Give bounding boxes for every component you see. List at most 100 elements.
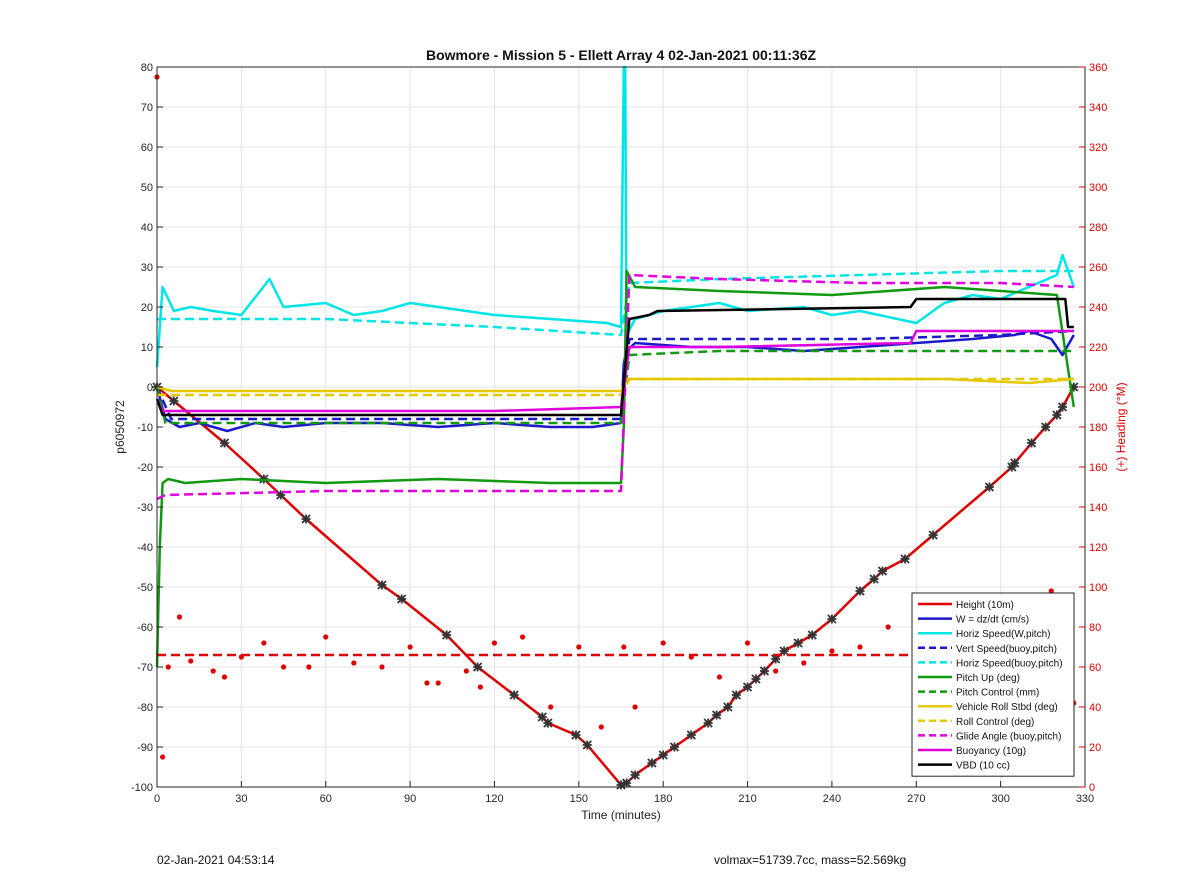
height-marker <box>1069 382 1079 392</box>
y-tick-label: -20 <box>137 462 153 474</box>
heading-point <box>424 680 430 686</box>
y-tick-label: -90 <box>137 742 153 754</box>
x-tick-label: 180 <box>654 793 672 805</box>
y-tick-label: -10 <box>137 422 153 434</box>
x-tick-label: 210 <box>738 793 756 805</box>
heading-point <box>857 644 863 650</box>
height-marker <box>1010 458 1020 468</box>
y2-tick-label: 280 <box>1089 222 1107 234</box>
height-marker <box>877 566 888 576</box>
y2-tick-label: 120 <box>1089 542 1107 554</box>
heading-point <box>576 644 582 650</box>
height-marker <box>169 396 179 406</box>
height-marker <box>543 718 553 728</box>
height-marker <box>509 690 519 700</box>
heading-point <box>160 754 166 760</box>
legend-label: Buoyancy (10g) <box>956 746 1026 757</box>
height-marker <box>630 770 640 780</box>
legend-label: Vehicle Roll Stbd (deg) <box>956 702 1058 713</box>
y-tick-label: -50 <box>137 582 153 594</box>
height-marker <box>807 630 817 640</box>
height-marker <box>616 780 626 790</box>
height-marker <box>1026 438 1037 448</box>
heading-point <box>621 644 627 650</box>
chart-title: Bowmore - Mission 5 - Ellett Array 4 02-… <box>426 47 817 63</box>
x-tick-label: 150 <box>570 793 588 805</box>
series-line-5 <box>155 269 1076 668</box>
legend-label: Roll Control (deg) <box>956 717 1034 728</box>
height-marker <box>537 712 547 722</box>
y-tick-label: -30 <box>137 502 153 514</box>
y2-tick-label: 220 <box>1089 342 1107 354</box>
height-marker <box>571 730 581 740</box>
heading-point <box>176 614 183 620</box>
y2-tick-label: 100 <box>1089 582 1107 594</box>
heading-point <box>407 644 413 650</box>
height-marker <box>301 514 311 524</box>
x-tick-label: 60 <box>320 793 332 805</box>
heading-point <box>519 634 526 640</box>
height-marker <box>731 690 741 700</box>
y-tick-label: 80 <box>141 62 153 74</box>
x-tick-label: 330 <box>1076 793 1094 805</box>
y2-tick-label: 140 <box>1089 502 1107 514</box>
heading-point <box>744 640 751 646</box>
y2-tick-label: 260 <box>1089 262 1107 274</box>
height-marker <box>377 580 387 590</box>
y-axis-label: p6050972 <box>113 400 127 454</box>
legend-label: VBD (10 cc) <box>956 761 1010 772</box>
x-tick-label: 0 <box>154 793 160 805</box>
legend: Height (10m) W = dz/dt (cm/s) Horiz Speed(… <box>911 592 1075 777</box>
heading-point <box>716 674 723 680</box>
heading-point <box>165 664 171 670</box>
x-tick-label: 90 <box>404 793 416 805</box>
height-marker <box>686 730 696 740</box>
axes: 0 30 60 90 120 150 180 210 240 270 300 330-100-90-8… <box>131 62 1107 805</box>
y2-tick-label: 60 <box>1089 662 1101 674</box>
y-tick-label: 20 <box>141 302 153 314</box>
y2-axis-label: (+) Heading (°M) <box>1114 382 1128 471</box>
height-marker <box>1057 402 1068 412</box>
legend-label: W = dz/dt (cm/s) <box>956 615 1029 626</box>
heading-point <box>773 668 779 674</box>
height-marker <box>759 666 770 676</box>
x-tick-label: 270 <box>907 793 925 805</box>
footer-vehicle-info: volmax=51739.7cc, mass=52.569kg <box>714 853 907 867</box>
series-line-9 <box>156 273 1074 501</box>
heading-point <box>477 684 483 690</box>
legend-label: Pitch Up (deg) <box>956 673 1020 684</box>
x-tick-label: 240 <box>823 793 841 805</box>
x-tick-label: 30 <box>235 793 247 805</box>
legend-label: Horiz Speed(buoy,pitch) <box>956 658 1063 669</box>
series-line-3 <box>155 329 1074 421</box>
height-marker <box>723 702 733 712</box>
heading-point <box>351 660 357 666</box>
height-marker <box>751 674 761 684</box>
height-marker <box>869 574 879 584</box>
heading-point <box>598 724 604 730</box>
y-tick-label: 30 <box>141 262 153 274</box>
y2-tick-label: 20 <box>1089 742 1101 754</box>
heading-point <box>306 664 312 670</box>
heading-point <box>463 668 469 674</box>
series-line-7 <box>156 377 1074 393</box>
height-marker <box>276 490 286 500</box>
height-marker <box>928 530 938 540</box>
legend-label: Horiz Speed(W,pitch) <box>956 629 1050 640</box>
y2-tick-label: 340 <box>1089 102 1107 114</box>
height-marker <box>1040 422 1051 432</box>
y-tick-label: -100 <box>131 782 153 794</box>
y2-tick-label: 80 <box>1089 622 1101 634</box>
height-marker <box>742 682 753 692</box>
heading-point <box>188 658 194 664</box>
heading-point <box>323 634 329 640</box>
y2-tick-label: 300 <box>1089 182 1107 194</box>
height-marker <box>472 662 483 672</box>
height-marker <box>647 758 657 768</box>
y2-tick-label: 0 <box>1089 782 1095 794</box>
heading-point <box>548 704 554 710</box>
x-axis-label: Time (minutes) <box>581 808 661 822</box>
y-tick-label: -70 <box>137 662 153 674</box>
y-tick-label: 60 <box>141 142 153 154</box>
y-tick-label: -80 <box>137 702 153 714</box>
